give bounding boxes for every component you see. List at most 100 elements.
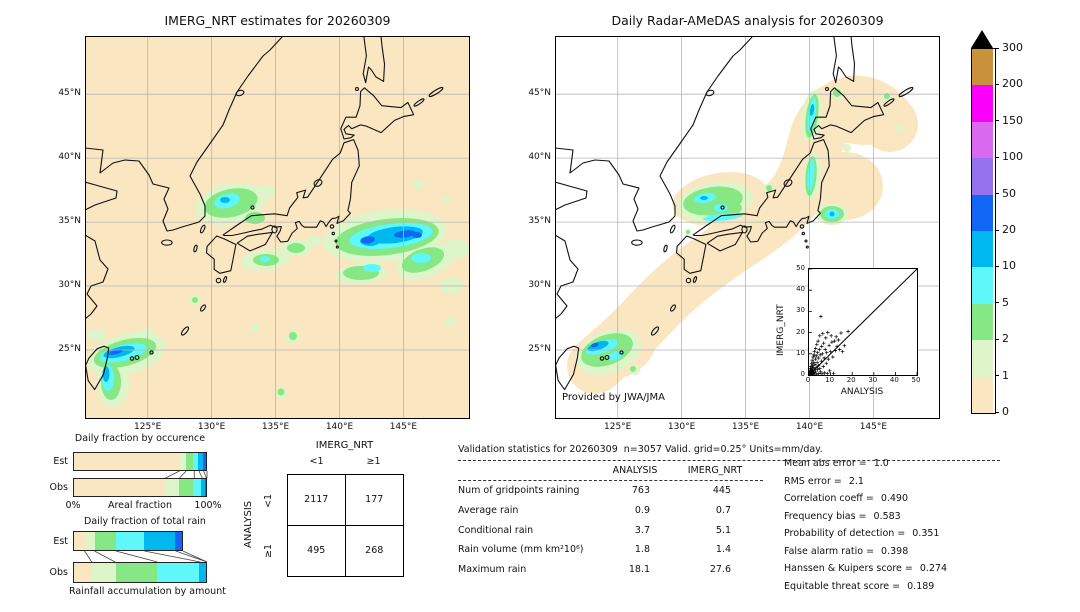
- occurrence-chart-title: Daily fraction by occurence: [74, 433, 206, 444]
- metric-value: 1.0: [873, 458, 889, 469]
- lon-tick-label: 140°E: [795, 422, 824, 432]
- bar-segment-bin0: [74, 479, 166, 496]
- stats-row-label: Rain volume (mm km²10⁶): [458, 544, 584, 556]
- contingency-cell: 177: [345, 475, 403, 526]
- colorbar-tick-label: 20: [1002, 223, 1016, 236]
- colorbar-tick: [995, 302, 999, 304]
- occurrence-x100: 100%: [194, 500, 222, 511]
- bar-connector-lines: [84, 550, 208, 563]
- contingency-row-lt1: <1: [263, 494, 274, 509]
- rain-level-4: [587, 104, 835, 352]
- contingency-col-ge1: ≥1: [366, 456, 381, 467]
- metric-label: Hanssen & Kuipers score =: [784, 563, 913, 574]
- lat-tick-label: 35°N: [58, 216, 81, 227]
- colorbar-segment: [972, 194, 993, 231]
- stats-row-label: Average rain: [458, 504, 519, 516]
- lon-tick-label: 135°E: [731, 422, 760, 432]
- bar-segment-bin2: [115, 563, 158, 582]
- inset-xtick-label: 20: [846, 376, 856, 384]
- metric-label: Mean abs error =: [784, 458, 867, 469]
- bar-segment-bin3: [193, 453, 199, 470]
- bar-segment-bin4: [201, 479, 206, 496]
- scatter-xlabel: ANALYSIS: [840, 387, 884, 397]
- stats-imerg-value: 5.1: [715, 524, 731, 536]
- stats-row-label: Maximum rain: [458, 564, 527, 576]
- contingency-row-ge1: ≥1: [263, 544, 274, 559]
- bar-segment-bin1: [165, 479, 179, 496]
- inset-ytick-label: 30: [796, 306, 805, 315]
- lon-tick-label: 130°E: [197, 422, 226, 432]
- stats-row-label: Num of gridpoints raining: [458, 485, 580, 496]
- scatter-inset: ANALYSIS IMERG_NRT 0 0 10 10 20 20 30 30 40 40 50 5…: [770, 260, 945, 410]
- colorbar-segment: [972, 303, 993, 341]
- inset-ytick-label: 20: [796, 327, 805, 336]
- stats-row: Rain volume (mm km²10⁶) 1.8 1.4: [458, 544, 758, 564]
- lat-tick-label: 25°N: [528, 344, 551, 354]
- stats-imerg-value: 445: [712, 485, 731, 496]
- lat-tick-label: 35°N: [528, 216, 551, 227]
- metric-label: False alarm ratio =: [784, 545, 875, 557]
- colorbar-tick-label: 300: [1002, 41, 1023, 54]
- colorbar-tick: [995, 375, 999, 377]
- totalrain-bar-obs: [73, 562, 207, 583]
- lat-tick-label: 30°N: [528, 280, 551, 290]
- lon-tick-label: 130°E: [667, 422, 696, 432]
- stats-analysis-value: 3.7: [634, 524, 650, 536]
- bar-segment-bin0: [74, 453, 179, 470]
- right-map-title: Daily Radar-AMeDAS analysis for 20260309: [611, 13, 884, 28]
- colorbar-segment: [972, 231, 993, 268]
- colorbar-tick: [995, 229, 999, 231]
- contingency-cell-hit-miss: 2117: [288, 475, 346, 526]
- colorbar-segment: [972, 85, 993, 122]
- colorbar-tick-label: 100: [1002, 150, 1023, 164]
- contingency-row-header: ANALYSIS: [243, 500, 254, 549]
- stats-row: Num of gridpoints raining 763 445: [458, 485, 758, 505]
- colorbar-tick: [995, 47, 999, 49]
- bar-segment-bin2: [178, 479, 194, 496]
- inset-tick-marks: [809, 269, 917, 375]
- bar-segment-bin4: [198, 453, 203, 470]
- metric-value: 0.189: [907, 580, 935, 592]
- inset-xtick-label: 30: [868, 376, 878, 384]
- colorbar-segment: [972, 340, 993, 377]
- occurrence-obs-label: Obs: [49, 482, 68, 493]
- bar-segment-bin3: [157, 563, 200, 582]
- contingency-col-header: IMERG_NRT: [315, 440, 374, 451]
- inset-ytick-label: 10: [796, 348, 805, 357]
- scatter-plot: [808, 268, 918, 376]
- stats-analysis-value: 1.8: [634, 544, 650, 556]
- colorbar-segment: [972, 376, 993, 413]
- colorbar-tick-label: 0: [1002, 405, 1009, 418]
- data-credit: Provided by JWA/JMA: [562, 392, 665, 403]
- metric-value: 0.274: [919, 563, 948, 574]
- metric-value: 2.1: [848, 475, 864, 487]
- stats-imerg-value: 27.6: [709, 564, 731, 576]
- bar-segment-bin4: [199, 563, 206, 582]
- stats-imerg-value: 0.7: [715, 504, 731, 516]
- colorbar-tick: [995, 265, 999, 267]
- colorbar-tick: [995, 120, 999, 122]
- lon-tick-label: 125°E: [134, 422, 162, 432]
- colorbar: 0 1 2 5 10 20 50 100 150 200 300: [967, 30, 1079, 420]
- stats-analysis-value: 763: [631, 485, 650, 496]
- bar-segment-bin3: [116, 532, 145, 550]
- stats-col-imerg: IMERG_NRT: [687, 465, 743, 476]
- colorbar-tick-label: 1: [1002, 368, 1009, 382]
- colorbar-tick: [995, 83, 999, 85]
- metric-value: 0.490: [880, 493, 909, 504]
- map-border: [555, 36, 940, 419]
- metric-label: Equitable threat score =: [784, 580, 901, 592]
- metric-line: RMS error = 2.1: [784, 476, 864, 487]
- inset-ytick-label: 50: [796, 264, 805, 272]
- colorbar-segment: [972, 121, 993, 159]
- totalrain-bar-est: [73, 531, 183, 551]
- bar-segment-bin4: [144, 532, 175, 550]
- colorbar-tick: [995, 193, 999, 195]
- colorbar-tick: [995, 338, 999, 340]
- colorbar-tick: [995, 411, 999, 413]
- lat-tick-label: 45°N: [58, 88, 81, 99]
- colorbar-tick-label: 150: [1002, 113, 1023, 127]
- inset-xtick-label: 0: [805, 376, 811, 384]
- inset-xtick-label: 10: [825, 376, 835, 384]
